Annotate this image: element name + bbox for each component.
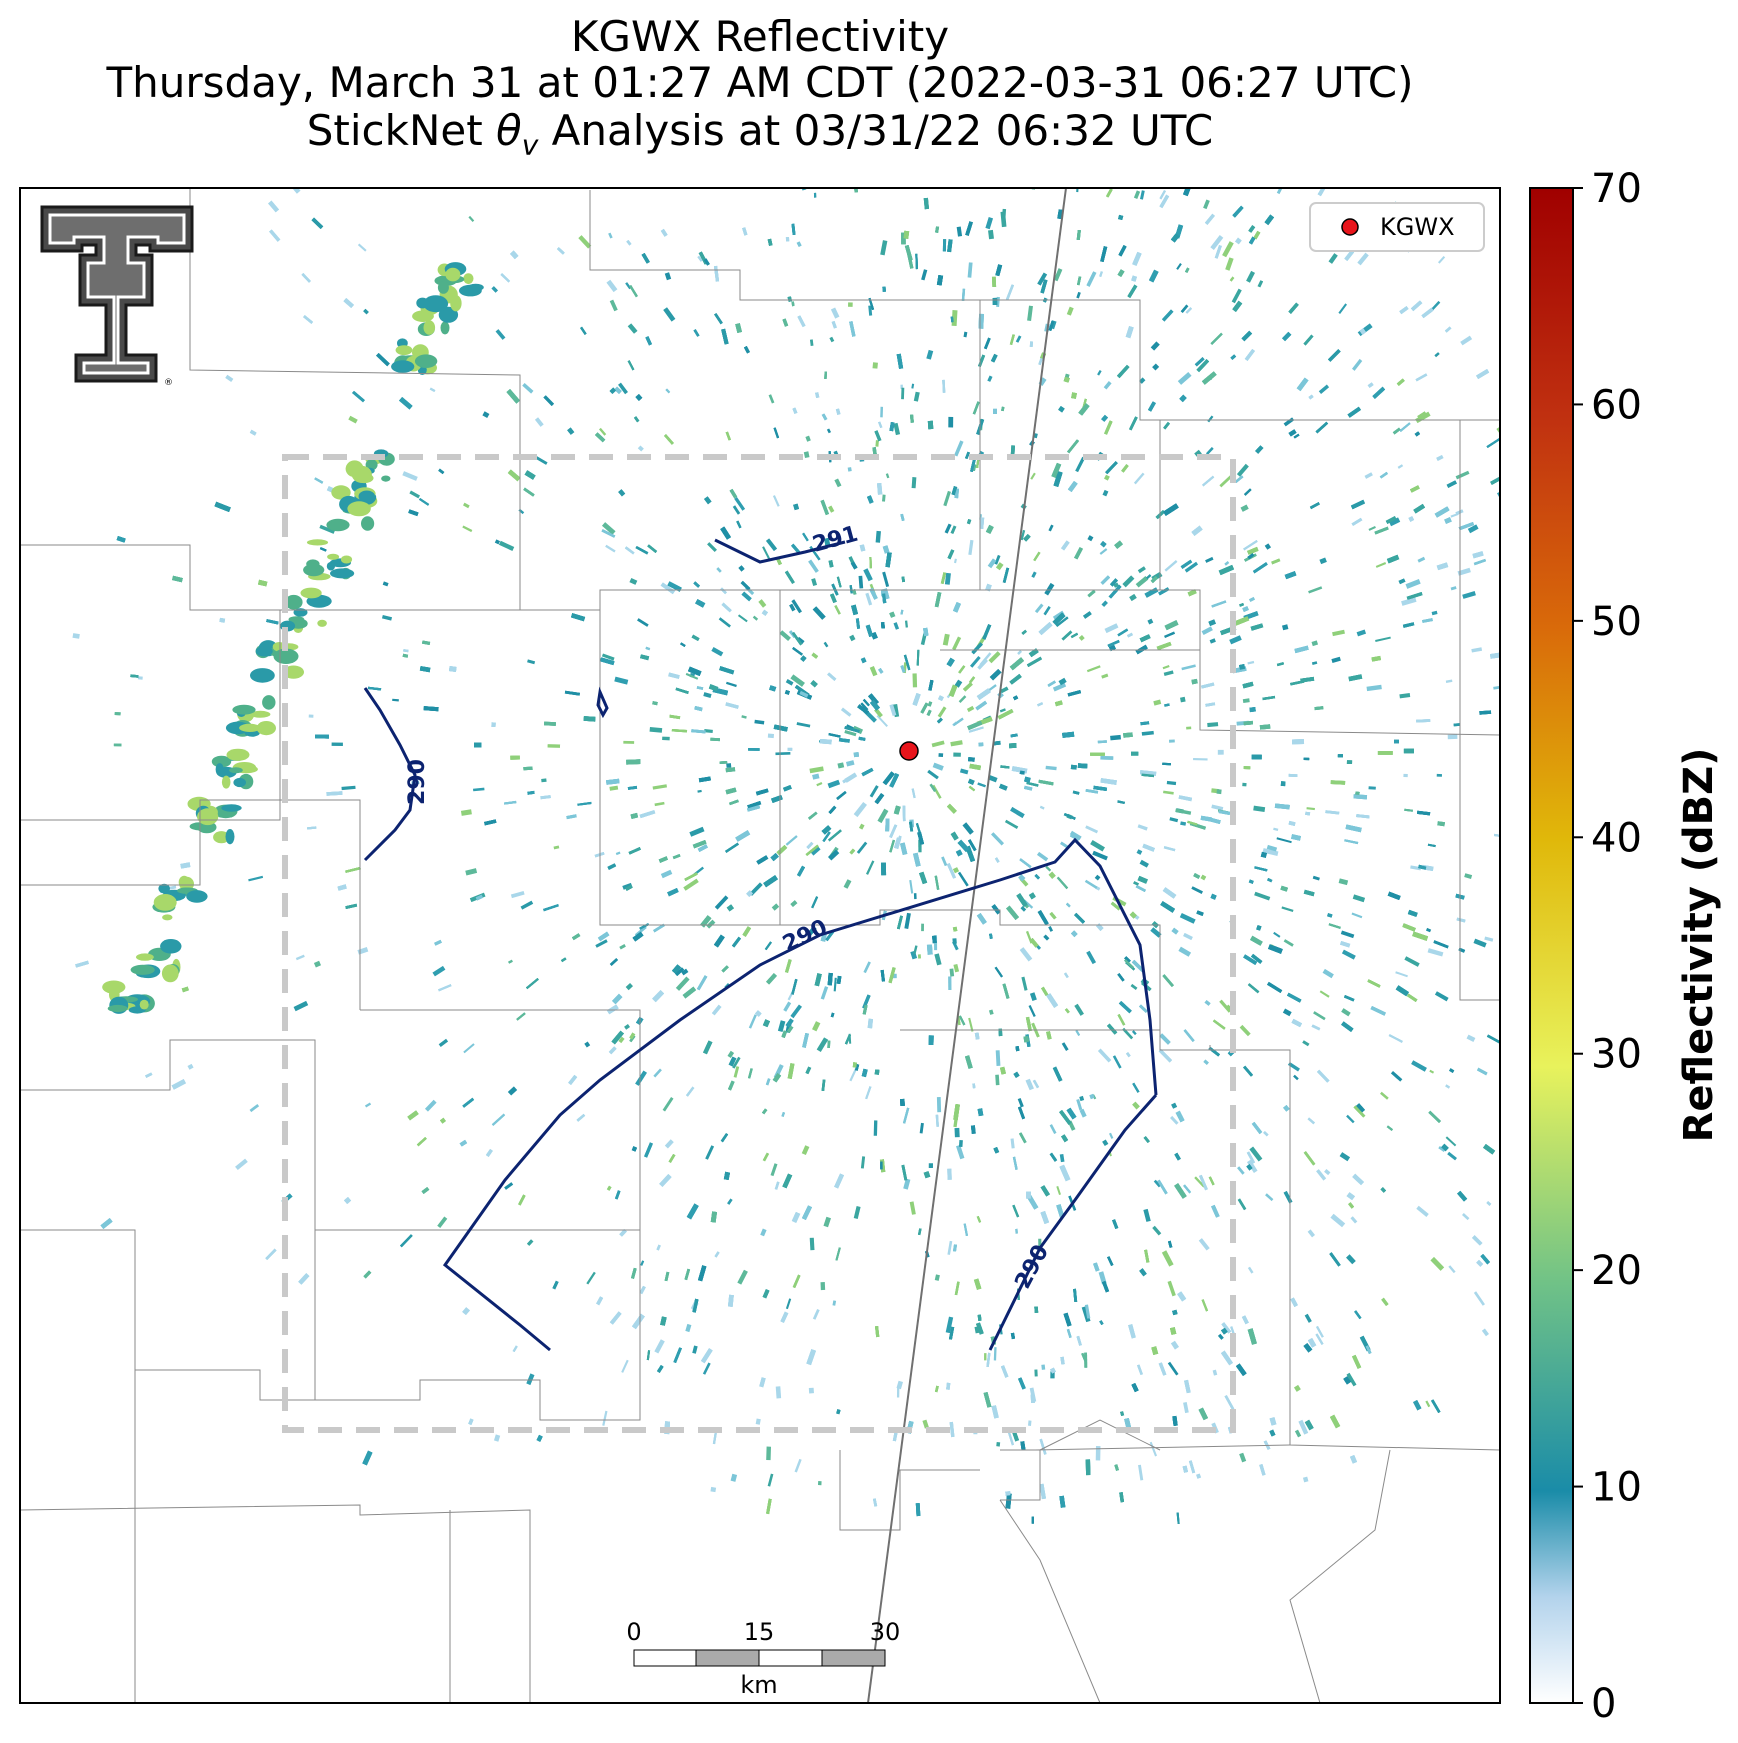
legend-label: KGWX: [1380, 213, 1455, 241]
scale-bar: 0 15 30 km: [626, 1618, 900, 1699]
kgwx-radar-marker: [899, 741, 919, 761]
scale-tick-label: 15: [744, 1618, 775, 1646]
legend-marker-icon: [1341, 218, 1359, 236]
contour-290-east: [442, 837, 1158, 1352]
scale-unit-label: km: [740, 1671, 777, 1699]
map-frame: [19, 187, 1501, 1704]
legend-box: KGWX: [1309, 202, 1485, 252]
colorbar-tick-label: 20: [1591, 1248, 1642, 1294]
scale-tick-label: 0: [626, 1618, 641, 1646]
colorbar-tick-label: 0: [1591, 1681, 1616, 1727]
colorbar: 0 10 20 30 40 50 60 70 Reflectivity (dBZ): [1529, 166, 1722, 1727]
figure-subtitle-time: Thursday, March 31 at 01:27 AM CDT (2022…: [106, 58, 1414, 107]
contour-291: [714, 538, 846, 564]
theta-v-contours: [363, 538, 1158, 1352]
reflectivity-echoes: [20, 188, 1500, 1524]
contour-290-south: [988, 1094, 1158, 1351]
contour-290-west: [363, 687, 417, 862]
contour-290-small-ring: [596, 686, 609, 719]
figure-title: KGWX Reflectivity: [570, 12, 950, 61]
colorbar-tick-label: 30: [1591, 1032, 1642, 1078]
colorbar-tick-label: 70: [1591, 166, 1642, 212]
colorbar-label: Reflectivity (dBZ): [1676, 748, 1722, 1143]
colorbar-tick-label: 60: [1591, 382, 1642, 428]
colorbar-tick-label: 10: [1591, 1465, 1642, 1511]
scale-tick-label: 30: [870, 1618, 901, 1646]
figure-subtitle-analysis: StickNet θv Analysis at 03/31/22 06:32 U…: [306, 106, 1214, 162]
colorbar-gradient: [1529, 187, 1574, 1704]
analysis-domain-box: [282, 454, 1236, 1433]
texas-tech-logo-icon: ®: [40, 205, 194, 388]
colorbar-tick-label: 50: [1591, 599, 1642, 645]
state-boundary-line: [867, 188, 1067, 1703]
colorbar-ticks: 0 10 20 30 40 50 60 70: [1573, 166, 1642, 1727]
contour-label-290: 290: [405, 759, 430, 805]
colorbar-tick-label: 40: [1591, 815, 1642, 861]
